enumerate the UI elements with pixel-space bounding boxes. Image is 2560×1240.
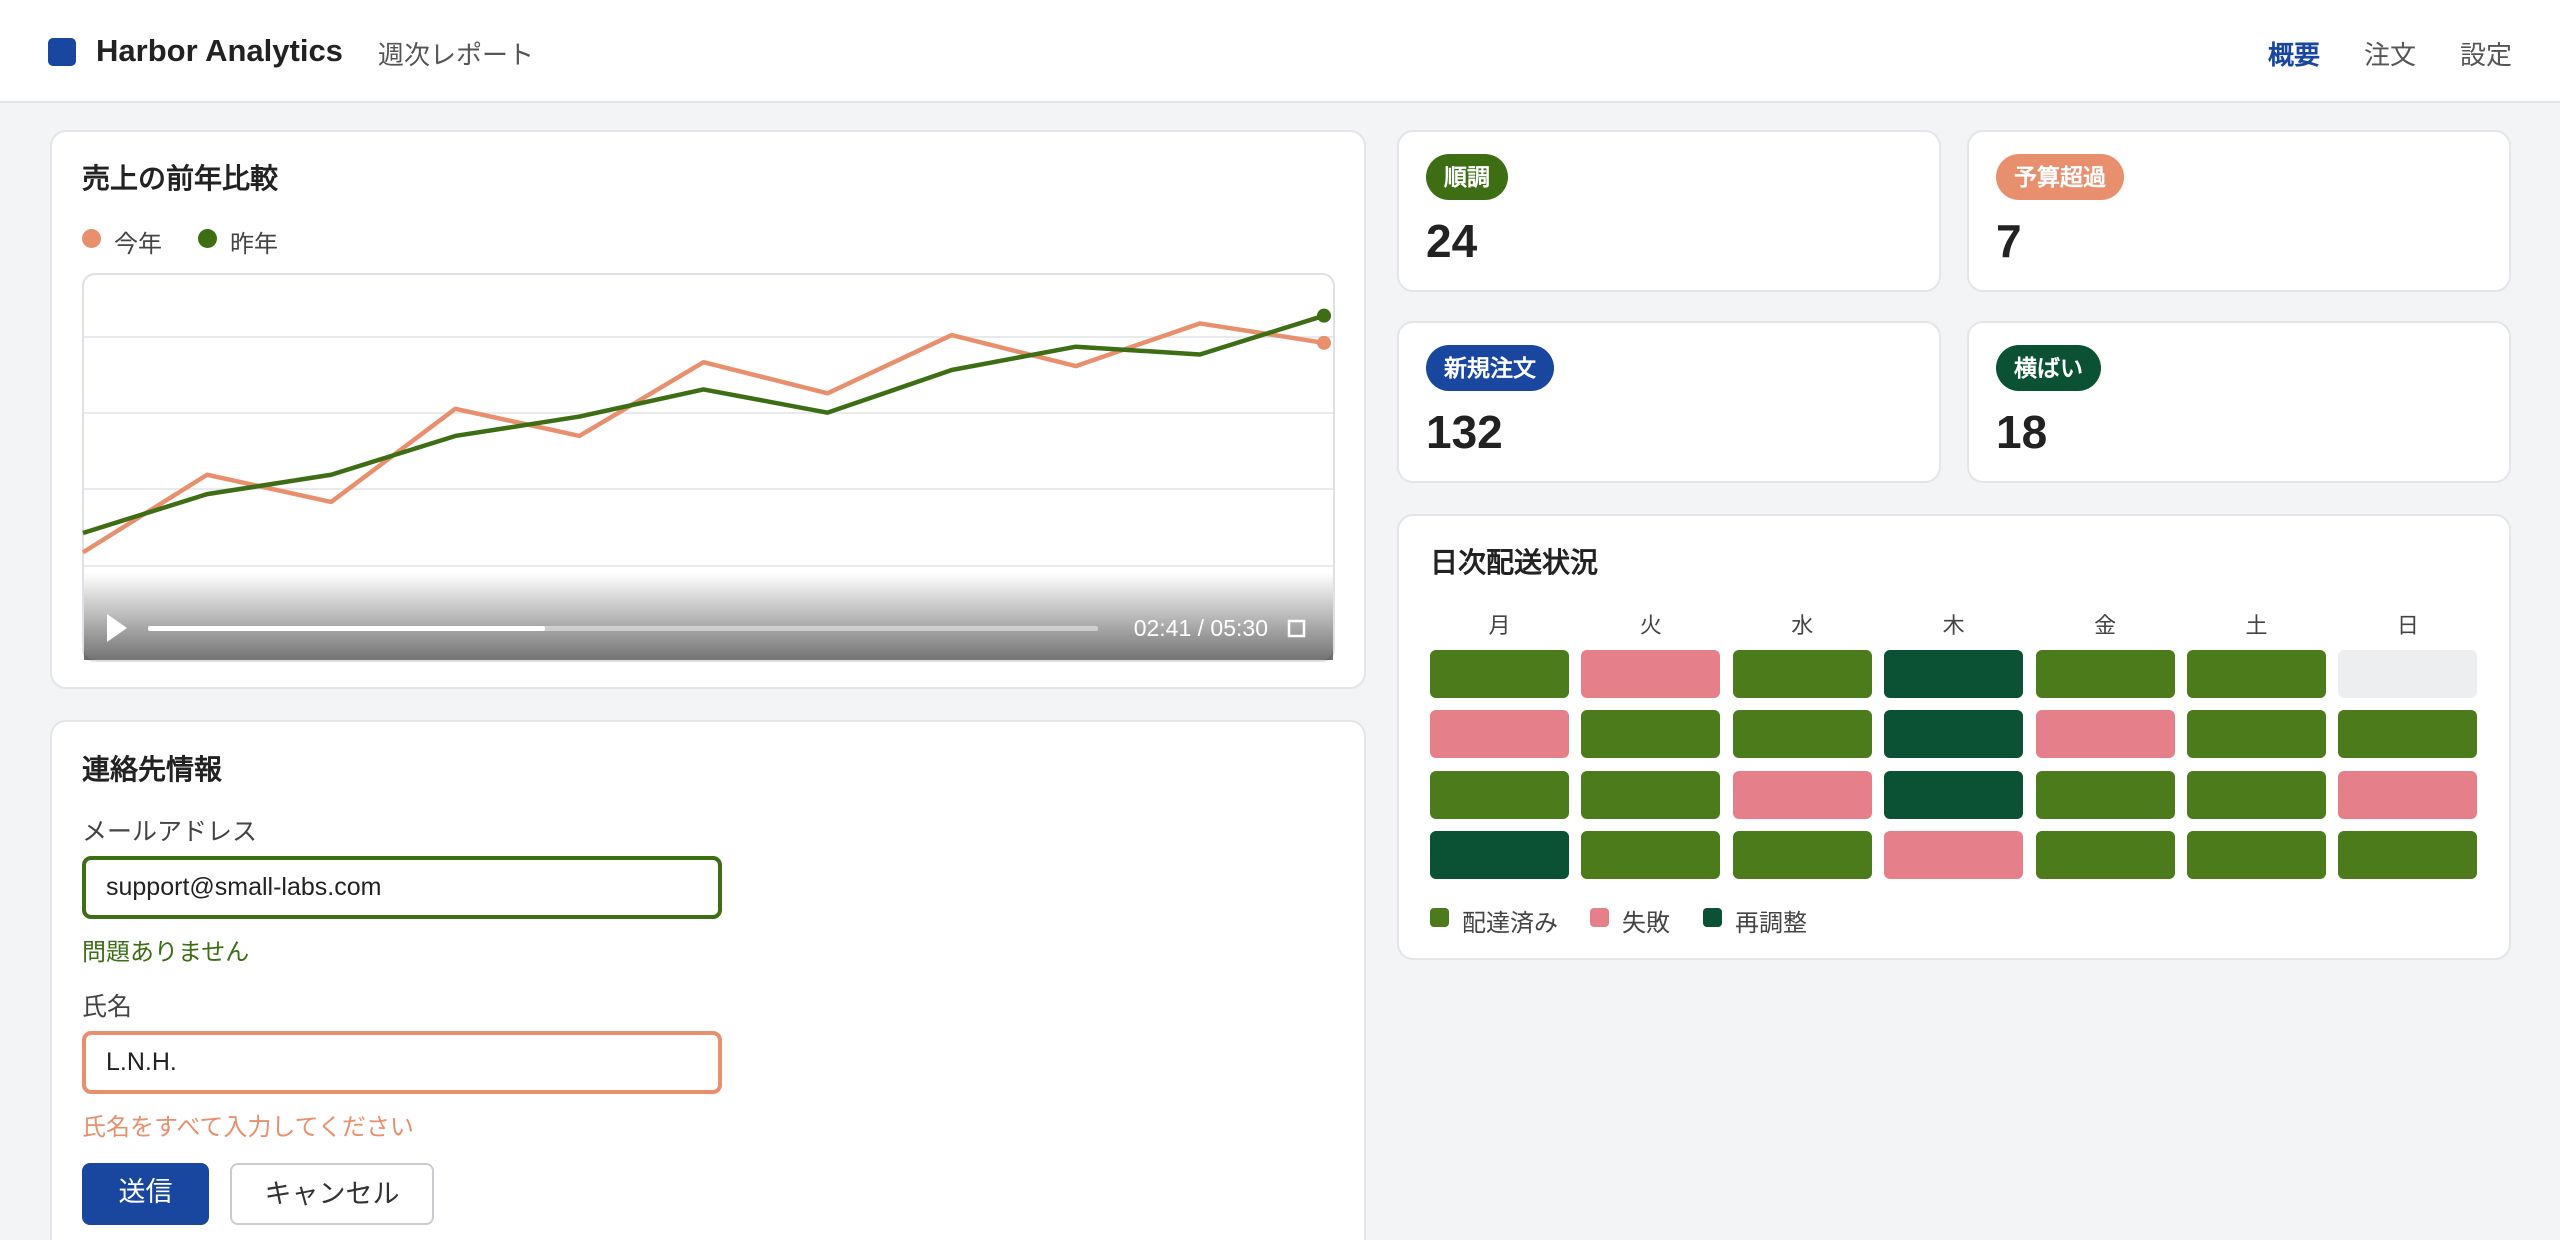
heat-cell (1581, 710, 1721, 759)
day-label: 月 (1488, 613, 1511, 638)
heatmap-title: 日次配送状況 (1430, 547, 1599, 578)
header: Harbor Analytics 週次レポート (0, 0, 2560, 103)
nav-link[interactable]: 設定 (2460, 40, 2513, 70)
cancel-button[interactable]: キャンセル (230, 1163, 434, 1225)
stat-badge: 新規注文 (1426, 345, 1554, 391)
logo (48, 38, 76, 66)
player-overlay (84, 573, 1333, 660)
heat-cell (2338, 831, 2478, 880)
heat-cell (2338, 710, 2478, 759)
form-card (50, 720, 1366, 1240)
heat-cell (1732, 650, 1872, 698)
day-label: 火 (1639, 613, 1662, 638)
heat-cell (1732, 831, 1872, 880)
heat-cell (2035, 831, 2175, 880)
day-label: 木 (1942, 613, 1965, 638)
legend-label: 今年 (114, 231, 162, 258)
heat-cell (1430, 710, 1569, 759)
fullscreen-button (1287, 619, 1306, 638)
heat-cell (1581, 831, 1721, 880)
chart-title: 売上の前年比較 (82, 163, 279, 194)
heat-cell (2187, 770, 2326, 819)
day-label: 水 (1791, 613, 1814, 638)
line-series (82, 321, 1325, 555)
day-label: 日 (2396, 613, 2419, 638)
heat-cell (1732, 710, 1872, 759)
subtitle: 週次レポート (378, 40, 535, 70)
field-label: メールアドレス (82, 818, 258, 846)
heat-cell (2035, 650, 2175, 698)
stat-badge: 横ばい (1996, 345, 2101, 391)
stat-value: 24 (1426, 215, 1478, 267)
field-message: 問題ありません (82, 939, 250, 966)
field-label: 氏名 (82, 993, 133, 1021)
progress-fill (148, 626, 545, 631)
end-point (1317, 335, 1331, 350)
heat-cell (2187, 710, 2326, 759)
chart-frame (82, 273, 1335, 662)
legend-swatch (82, 229, 101, 248)
heat-cell (2187, 650, 2326, 698)
heat-cell (1884, 770, 2024, 819)
legend-label: 再調整 (1735, 910, 1807, 937)
play-button (107, 614, 127, 642)
heat-cell (2035, 710, 2175, 759)
stat-badge: 順調 (1426, 154, 1508, 200)
chart: 02:41 / 05:30 (82, 273, 1335, 662)
heat-cell (1581, 770, 1721, 819)
end-point (1317, 308, 1331, 323)
stat-value: 7 (1996, 215, 2022, 267)
day-label: 土 (2245, 613, 2268, 638)
day-label: 金 (2094, 613, 2117, 638)
heat-cell (2035, 770, 2175, 819)
heat-cell (1884, 831, 2024, 880)
heat-cell (1884, 650, 2024, 698)
stat-value: 18 (1996, 406, 2048, 458)
line-series (82, 313, 1325, 536)
nav-link[interactable]: 注文 (2364, 40, 2417, 70)
heat-cell (1581, 650, 1721, 698)
form-title: 連絡先情報 (82, 754, 223, 785)
heat-cell (2338, 770, 2478, 819)
legend-swatch (1430, 908, 1449, 927)
heat-cell (1732, 770, 1872, 819)
legend-label: 配達済み (1462, 910, 1558, 937)
heat-cell (1430, 650, 1569, 698)
submit-button[interactable]: 送信 (82, 1163, 209, 1225)
heat-cell (2187, 831, 2326, 880)
stat-value: 132 (1426, 406, 1503, 458)
legend-swatch (198, 229, 217, 248)
player-time: 02:41 / 05:30 (1134, 615, 1268, 641)
field-message: 氏名をすべて入力してください (82, 1114, 414, 1141)
nav-link[interactable]: 概要 (2268, 40, 2321, 70)
heat-cell (1884, 710, 2024, 759)
legend-swatch (1703, 908, 1722, 927)
heat-cell (1430, 831, 1569, 880)
legend-swatch (1590, 908, 1609, 927)
text-input[interactable]: support@small-labs.com (82, 856, 722, 919)
legend-label: 失敗 (1622, 910, 1670, 937)
heat-cell (1430, 770, 1569, 819)
app-title: Harbor Analytics (96, 33, 343, 68)
legend-label: 昨年 (230, 231, 278, 258)
stat-badge: 予算超過 (1996, 154, 2124, 200)
cell-empty (2338, 650, 2478, 698)
text-input[interactable]: L.N.H. (82, 1031, 722, 1094)
